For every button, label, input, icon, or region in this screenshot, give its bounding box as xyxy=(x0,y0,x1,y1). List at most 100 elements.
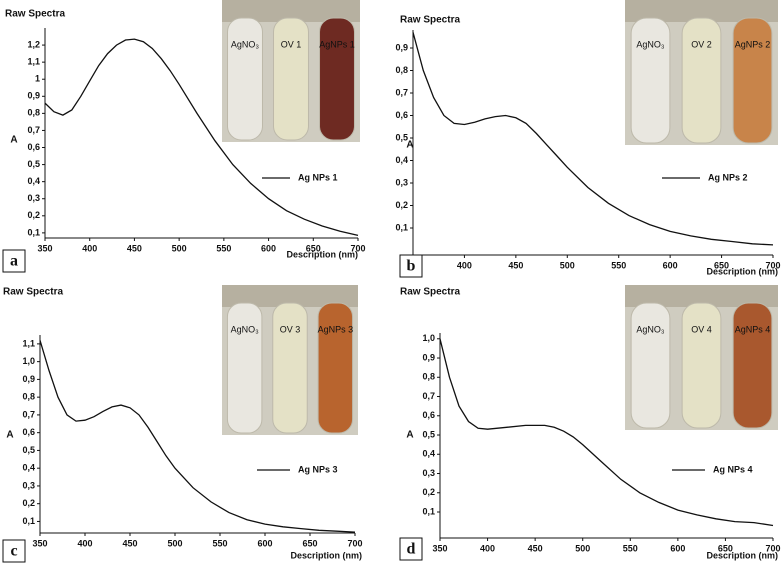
x-tick-label: 700 xyxy=(347,538,362,548)
y-tick-label: 0,3 xyxy=(395,177,408,187)
tube xyxy=(681,17,722,144)
panel-label: a xyxy=(10,253,18,270)
tube xyxy=(732,17,773,144)
tube xyxy=(273,17,309,141)
inset-label: AgNO₃ xyxy=(231,39,260,49)
y-tick-label: 0,5 xyxy=(422,429,435,439)
chart-title: Raw Spectra xyxy=(3,287,63,298)
y-tick-label: 0,2 xyxy=(395,200,408,210)
y-tick-label: 0,2 xyxy=(27,210,40,220)
y-tick-label: 1,0 xyxy=(22,356,35,366)
inset-label: AgNO₃ xyxy=(231,324,260,334)
x-tick-label: 550 xyxy=(623,543,638,553)
spectrum-line xyxy=(44,38,359,237)
y-tick-label: 0,6 xyxy=(22,427,35,437)
y-tick-label: 0,4 xyxy=(27,176,40,186)
tube xyxy=(272,302,308,434)
tube xyxy=(227,17,263,141)
x-tick-label: 400 xyxy=(77,538,92,548)
x-tick-label: 600 xyxy=(663,260,678,270)
y-tick-label: 0,9 xyxy=(422,352,435,362)
y-tick-label: 0,3 xyxy=(22,480,35,490)
inset-label: OV 3 xyxy=(280,324,301,334)
y-tick-label: 0,1 xyxy=(22,516,35,526)
y-tick-label: 0,8 xyxy=(422,372,435,382)
panel-box xyxy=(2,539,26,563)
inset-label: AgNPs 1 xyxy=(319,39,355,49)
x-tick-label: 400 xyxy=(480,543,495,553)
x-tick-label: 350 xyxy=(432,543,447,553)
inset-label: AgNPs 3 xyxy=(318,324,354,334)
legend-label: Ag NPs 4 xyxy=(713,464,753,474)
panel-box xyxy=(2,249,26,273)
x-tick-label: 450 xyxy=(508,260,523,270)
y-axis-label: A xyxy=(10,135,17,146)
x-tick-label: 450 xyxy=(127,243,142,253)
y-tick-label: 0,6 xyxy=(422,410,435,420)
tube xyxy=(317,302,354,434)
x-tick-label: 550 xyxy=(212,538,227,548)
chart-title: Raw Spectra xyxy=(400,15,460,26)
photo-top xyxy=(222,0,360,22)
x-tick-label: 700 xyxy=(350,243,365,253)
x-tick-label: 650 xyxy=(302,538,317,548)
y-tick-label: 0,1 xyxy=(422,506,435,516)
y-tick-label: 0,5 xyxy=(395,132,408,142)
chart-title: Raw Spectra xyxy=(400,287,460,298)
y-tick-label: 0,8 xyxy=(22,392,35,402)
y-tick-label: 0,4 xyxy=(22,463,35,473)
x-axis-label: Description (nm) xyxy=(290,550,362,560)
x-tick-label: 350 xyxy=(37,243,52,253)
legend-label: Ag NPs 1 xyxy=(298,172,338,182)
y-tick-label: 0,1 xyxy=(395,222,408,232)
tube xyxy=(681,302,722,429)
inset-label: AgNPs 2 xyxy=(735,39,771,49)
x-axis-label: Description (nm) xyxy=(286,249,358,259)
x-tick-label: 450 xyxy=(122,538,137,548)
inset-label: OV 2 xyxy=(691,39,712,49)
x-axis-label: Description (nm) xyxy=(706,550,778,560)
spectrum-line xyxy=(439,338,774,527)
inset-label: OV 4 xyxy=(691,324,712,334)
y-tick-label: 0,1 xyxy=(27,227,40,237)
y-tick-label: 0,6 xyxy=(395,110,408,120)
y-tick-label: 0,7 xyxy=(27,125,40,135)
tube xyxy=(630,302,671,429)
x-tick-label: 600 xyxy=(261,243,276,253)
y-tick-label: 1,2 xyxy=(27,39,40,49)
x-tick-label: 700 xyxy=(765,543,780,553)
y-tick-label: 0,8 xyxy=(27,108,40,118)
y-tick-label: 1 xyxy=(35,74,40,84)
y-tick-label: 0,3 xyxy=(422,468,435,478)
x-tick-label: 650 xyxy=(718,543,733,553)
x-tick-label: 500 xyxy=(167,538,182,548)
spectrum-line xyxy=(39,340,356,533)
x-tick-label: 650 xyxy=(306,243,321,253)
chart-title: Raw Spectra xyxy=(5,9,65,20)
x-tick-label: 600 xyxy=(257,538,272,548)
y-tick-label: 0,7 xyxy=(422,391,435,401)
y-tick-label: 0,6 xyxy=(27,142,40,152)
spectrum-line xyxy=(412,32,774,246)
x-tick-label: 500 xyxy=(172,243,187,253)
y-tick-label: 0,9 xyxy=(27,91,40,101)
x-tick-label: 600 xyxy=(670,543,685,553)
panel-label: b xyxy=(407,258,416,275)
x-tick-label: 400 xyxy=(457,260,472,270)
tube xyxy=(630,17,671,144)
y-tick-label: 0,9 xyxy=(395,42,408,52)
y-tick-label: 1,1 xyxy=(22,338,35,348)
panel-label: d xyxy=(407,541,416,558)
y-tick-label: 0,2 xyxy=(22,498,35,508)
tube xyxy=(319,17,355,141)
y-axis-label: A xyxy=(406,140,413,151)
inset-label: AgNO₃ xyxy=(636,39,665,49)
y-tick-label: 0,4 xyxy=(395,155,408,165)
panel-box xyxy=(399,254,423,278)
y-tick-label: 0,9 xyxy=(22,374,35,384)
inset-label: AgNPs 4 xyxy=(735,324,771,334)
y-tick-label: 0,5 xyxy=(27,159,40,169)
y-tick-label: 1,0 xyxy=(422,333,435,343)
tube xyxy=(226,302,263,434)
